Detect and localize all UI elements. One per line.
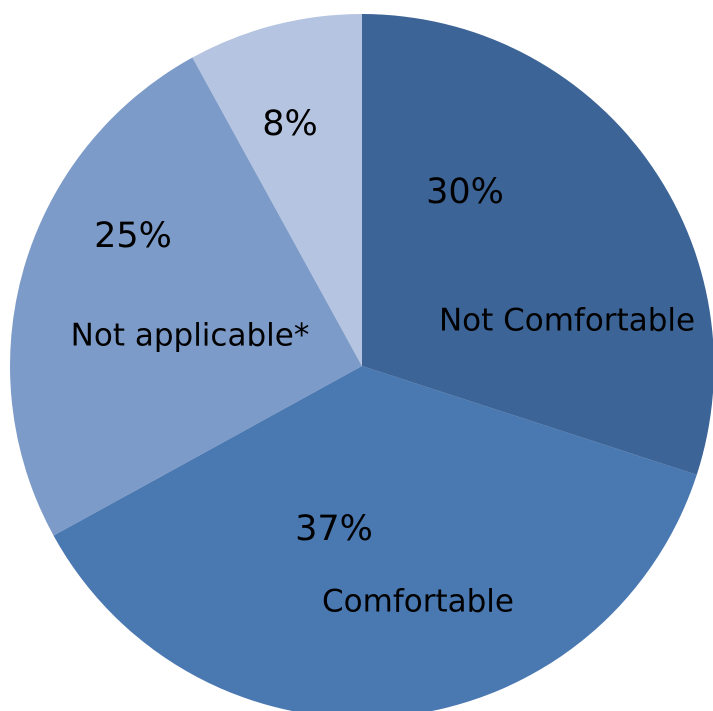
slice-value-label: 8% xyxy=(262,104,318,144)
slice-value-label: 30% xyxy=(426,172,504,212)
slices-layer xyxy=(9,14,713,711)
pie-slice-slice-4 xyxy=(192,14,362,366)
slice-category-label: Not Comfortable xyxy=(439,303,695,339)
pie-slice-not-comfortable xyxy=(362,14,713,475)
pie-slice-comfortable xyxy=(53,366,697,711)
slice-category-label: Not applicable* xyxy=(71,318,310,354)
labels-layer: 30% Not Comfortable 37% Comfortable 25% Not a… xyxy=(71,104,695,620)
slice-value-label: 37% xyxy=(295,509,373,549)
pie-slice-not-applicable xyxy=(9,57,362,536)
slice-category-label: Comfortable xyxy=(322,584,514,620)
slice-value-label: 25% xyxy=(94,216,172,256)
